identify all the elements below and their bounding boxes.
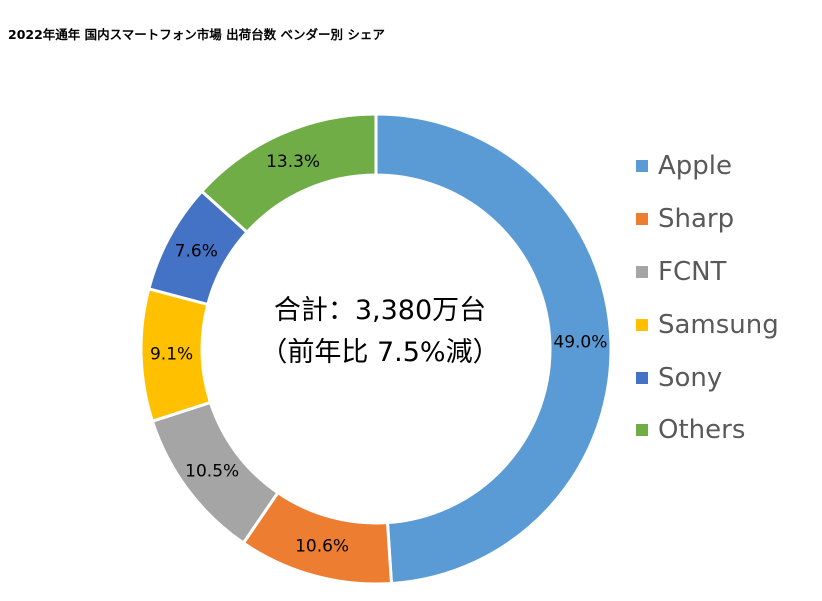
data-label-others: 13.3% <box>266 152 320 172</box>
legend-label-samsung: Samsung <box>658 309 779 340</box>
legend-label-sharp: Sharp <box>658 204 735 235</box>
chart-title: 2022年通年 国内スマートフォン市場 出荷台数 ベンダー別 シェア <box>8 27 385 42</box>
chart-legend: Apple Sharp FCNT Samsung Sony Others <box>636 140 779 457</box>
legend-swatch-sharp <box>636 213 648 226</box>
legend-item-sony: Sony <box>636 351 779 404</box>
legend-label-fcnt: FCNT <box>658 256 727 287</box>
legend-item-sharp: Sharp <box>636 193 779 246</box>
legend-item-apple: Apple <box>636 140 779 193</box>
slice-others <box>199 112 378 235</box>
legend-swatch-samsung <box>636 318 648 331</box>
legend-item-fcnt: FCNT <box>636 246 779 299</box>
legend-item-others: Others <box>636 404 779 457</box>
center-change-line: （前年比 7.5%減） <box>260 337 500 368</box>
legend-swatch-others <box>636 424 648 437</box>
legend-swatch-sony <box>636 371 648 384</box>
data-label-apple: 49.0% <box>553 332 607 352</box>
data-label-samsung: 9.1% <box>150 344 193 364</box>
data-label-sony: 7.6% <box>175 241 218 261</box>
slice-apple <box>374 112 613 586</box>
legend-item-samsung: Samsung <box>636 298 779 351</box>
center-total-text: 合計：3,380万台 （前年比 7.5%減） <box>160 290 600 374</box>
data-label-fcnt: 10.5% <box>185 461 239 481</box>
data-label-sharp: 10.6% <box>295 536 349 556</box>
legend-swatch-fcnt <box>636 265 648 278</box>
center-total-line: 合計：3,380万台 <box>273 295 487 326</box>
legend-swatch-apple <box>636 160 648 173</box>
legend-label-sony: Sony <box>658 362 723 393</box>
legend-label-apple: Apple <box>658 151 733 182</box>
legend-label-others: Others <box>658 415 746 446</box>
